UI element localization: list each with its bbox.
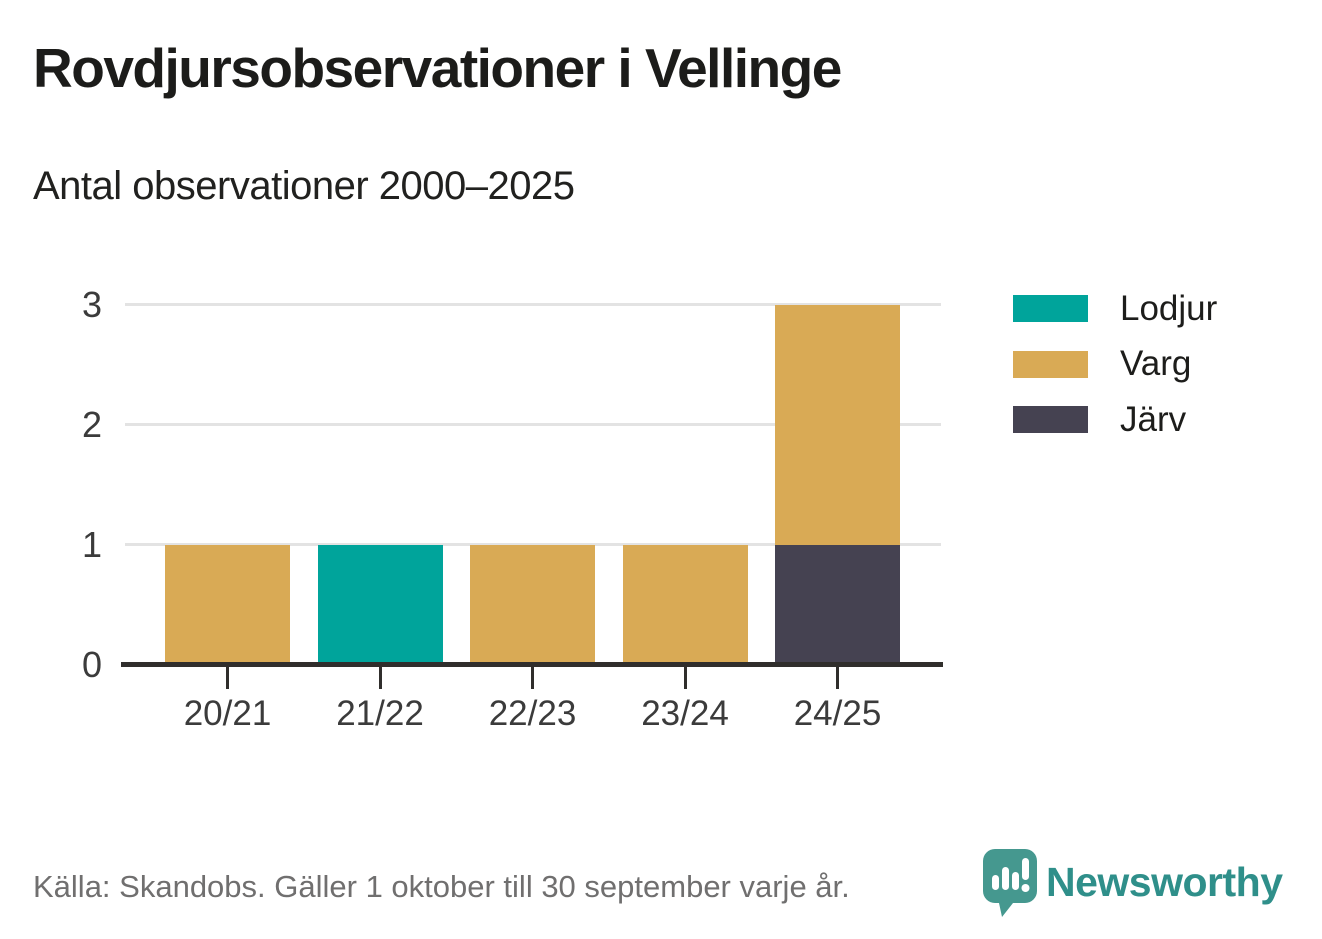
x-tick xyxy=(531,667,534,689)
legend-swatch xyxy=(1013,350,1088,378)
bar-group-24/25 xyxy=(775,305,900,662)
newsworthy-logo: Newsworthy xyxy=(982,845,1302,920)
legend-swatch xyxy=(1013,295,1088,322)
y-tick-label: 0 xyxy=(81,644,102,685)
plot-area xyxy=(125,290,943,662)
x-tick xyxy=(683,667,687,689)
legend-item-varg: Varg xyxy=(1013,344,1191,383)
bar-segment-Varg xyxy=(622,545,748,662)
legend-label: Varg xyxy=(1120,344,1192,383)
bar-segment-Varg xyxy=(775,305,900,545)
gridline-y3 xyxy=(125,303,941,306)
newsworthy-wordmark: Newsworthy xyxy=(1046,859,1283,905)
x-tick-label: 20/21 xyxy=(183,694,272,733)
x-tick-label: 24/25 xyxy=(793,694,882,733)
y-tick-label: 3 xyxy=(81,284,102,325)
gridline-y1 xyxy=(125,543,941,546)
legend-item-järv: Järv xyxy=(1013,400,1186,439)
bar-group-22/23 xyxy=(470,545,595,662)
legend-label: Järv xyxy=(1120,399,1187,439)
legend-label: Lodjur xyxy=(1120,288,1218,328)
y-tick-label: 2 xyxy=(81,404,102,445)
x-tick xyxy=(378,667,382,689)
x-tick xyxy=(836,667,839,689)
bar-segment-Varg xyxy=(470,545,595,662)
bar-segment-Varg xyxy=(165,545,290,662)
legend-item-lodjur: Lodjur xyxy=(1013,289,1217,328)
gridline-y2 xyxy=(125,423,941,426)
x-tick-label: 21/22 xyxy=(336,694,424,733)
bar-segment-Lodjur xyxy=(317,545,443,662)
page-subtitle: Antal observationer 2000–2025 xyxy=(33,164,575,208)
x-tick xyxy=(226,667,229,689)
page-title: Rovdjursobservationer i Vellinge xyxy=(33,37,842,99)
newsworthy-icon xyxy=(983,849,1037,917)
y-tick-label: 1 xyxy=(81,524,102,565)
source-note: Källa: Skandobs. Gäller 1 oktober till 3… xyxy=(33,869,850,904)
legend-swatch xyxy=(1013,406,1088,433)
bar-group-23/24 xyxy=(622,545,748,662)
x-axis-line xyxy=(121,662,943,667)
bar-segment-Järv xyxy=(775,545,900,662)
bar-group-20/21 xyxy=(165,545,290,662)
x-tick-label: 23/24 xyxy=(641,694,729,733)
bar-group-21/22 xyxy=(317,545,443,662)
x-tick-label: 22/23 xyxy=(488,694,577,733)
